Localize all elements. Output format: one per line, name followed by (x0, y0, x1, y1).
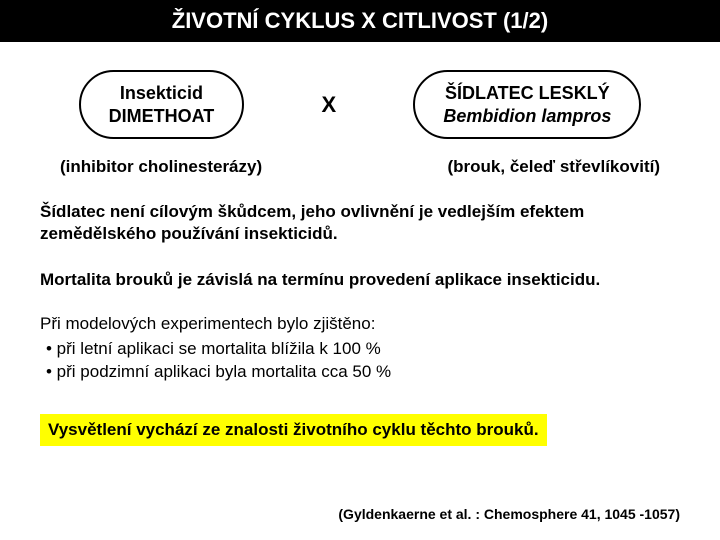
bullet-heading: Při modelových experimentech bylo zjiště… (40, 313, 680, 336)
sub-caption-row: (inhibitor cholinesterázy) (brouk, čeleď… (0, 157, 720, 177)
left-pill-line1: Insekticid (109, 82, 215, 105)
center-x-symbol: X (321, 92, 336, 118)
bullet-block: Při modelových experimentech bylo zjiště… (40, 313, 680, 384)
sub-caption-right: (brouk, čeleď střevlíkovití) (447, 157, 660, 177)
left-pill-insekticid: Insekticid DIMETHOAT (79, 70, 245, 139)
right-pill-sidlatec: ŠÍDLATEC LESKLÝ Bembidion lampros (413, 70, 641, 139)
highlight-container: Vysvětlení vychází ze znalosti životního… (40, 414, 680, 446)
paragraph-1: Šídlatec není cílovým škůdcem, jeho ovli… (40, 201, 680, 245)
sub-caption-left: (inhibitor cholinesterázy) (60, 157, 262, 177)
citation: (Gyldenkaerne et al. : Chemosphere 41, 1… (338, 506, 680, 522)
right-pill-line2: Bembidion lampros (443, 105, 611, 128)
paragraph-2: Mortalita brouků je závislá na termínu p… (40, 269, 680, 291)
right-pill-line1: ŠÍDLATEC LESKLÝ (443, 82, 611, 105)
bullet-item-2: • při podzimní aplikaci byla mortalita c… (40, 361, 680, 384)
highlight-text: Vysvětlení vychází ze znalosti životního… (40, 414, 547, 446)
bullet-item-1: • při letní aplikaci se mortalita blížil… (40, 338, 680, 361)
left-pill-line2: DIMETHOAT (109, 105, 215, 128)
slide-title: ŽIVOTNÍ CYKLUS X CITLIVOST (1/2) (0, 0, 720, 42)
top-comparison-row: Insekticid DIMETHOAT X ŠÍDLATEC LESKLÝ B… (0, 70, 720, 139)
